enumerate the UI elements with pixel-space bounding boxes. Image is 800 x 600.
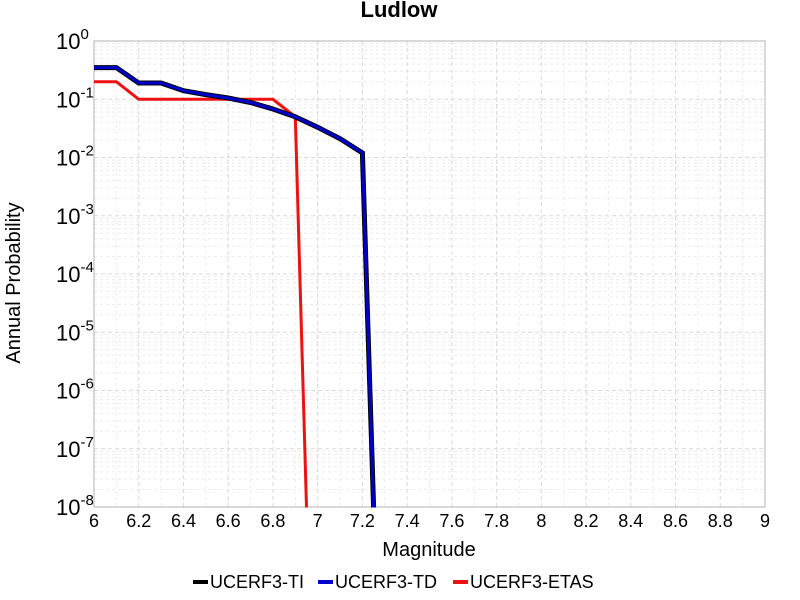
- x-tick-label: 6.8: [260, 511, 285, 531]
- legend-label: UCERF3-ETAS: [470, 572, 594, 592]
- y-tick-label: 10-4: [56, 259, 94, 287]
- y-tick-label: 10-3: [56, 201, 94, 229]
- x-tick-label: 6.6: [216, 511, 241, 531]
- x-tick-label: 7: [313, 511, 323, 531]
- y-tick-label: 10-2: [56, 143, 94, 171]
- legend-label: UCERF3-TI: [210, 572, 304, 592]
- y-tick-label: 10-6: [56, 376, 94, 404]
- x-tick-label: 7.6: [439, 511, 464, 531]
- x-tick-label: 8.8: [708, 511, 733, 531]
- y-tick-label: 10-8: [56, 492, 94, 520]
- y-axis-label: Annual Probability: [3, 202, 25, 363]
- series-layer: [94, 65, 377, 508]
- y-tick-label: 10-7: [56, 434, 94, 462]
- y-tick-label: 10-5: [56, 317, 94, 345]
- chart-title: Ludlow: [361, 0, 439, 22]
- legend-label: UCERF3-TD: [335, 572, 437, 592]
- y-tick-label: 100: [56, 26, 89, 54]
- x-tick-label: 9: [760, 511, 770, 531]
- x-axis-label: Magnitude: [382, 539, 475, 561]
- x-tick-label: 6.2: [126, 511, 151, 531]
- series-line-ucerf3-etas: [94, 80, 308, 508]
- x-tick-label: 8.4: [618, 511, 643, 531]
- plot-frame: [93, 40, 766, 508]
- y-axis-ticks: 10-8 10-7 10-6 10-5 10-4 10-3 10-2 10-1 100: [56, 26, 94, 520]
- x-tick-label: 7.4: [395, 511, 420, 531]
- x-tick-label: 8.2: [574, 511, 599, 531]
- x-tick-label: 7.8: [484, 511, 509, 531]
- x-tick-label: 8.6: [663, 511, 688, 531]
- x-tick-label: 6.4: [171, 511, 196, 531]
- x-tick-label: 7.2: [350, 511, 375, 531]
- legend: UCERF3-TI UCERF3-TD UCERF3-ETAS: [193, 572, 594, 592]
- grid: [93, 40, 766, 508]
- x-tick-label: 6: [89, 511, 99, 531]
- x-axis-ticks: 6 6.2 6.4 6.6 6.8 7 7.2 7.4 7.6 7.8 8 8.2 8.4 8.6 8.8 9: [89, 511, 770, 531]
- x-tick-label: 8: [536, 511, 546, 531]
- series-line-ucerf3-td: [94, 66, 376, 508]
- y-tick-label: 10-1: [56, 84, 94, 112]
